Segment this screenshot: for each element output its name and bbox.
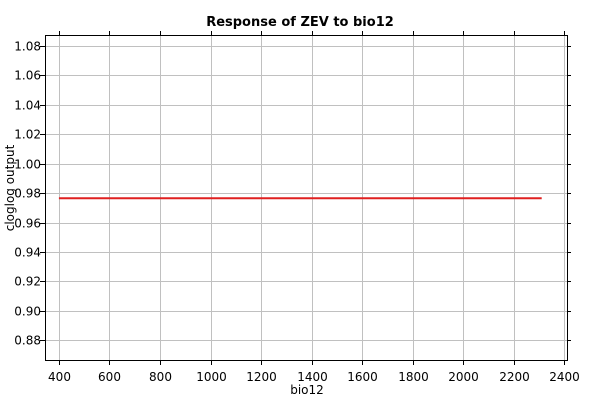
x-tick-label: 800 <box>149 370 172 384</box>
x-tick-label: 1400 <box>297 370 328 384</box>
y-tick-label: 1.06 <box>14 69 41 83</box>
y-tick-label: 1.08 <box>14 40 41 54</box>
y-tick-label: 0.94 <box>14 246 41 260</box>
y-tick-label: 0.90 <box>14 305 41 319</box>
y-axis-label: cloglog output <box>3 144 17 231</box>
x-axis-label: bio12 <box>290 383 324 397</box>
x-tick-label: 2400 <box>549 370 580 384</box>
x-tick-label: 2200 <box>499 370 530 384</box>
y-ticks: 0.88 0.90 0.92 0.94 0.96 0.98 1.00 1.02 1.04 1.06… <box>14 40 571 348</box>
y-tick-label: 0.96 <box>14 217 41 231</box>
x-tick-label: 1800 <box>398 370 429 384</box>
y-tick-label: 1.04 <box>14 99 41 113</box>
x-tick-label: 1000 <box>196 370 227 384</box>
x-tick-label: 1600 <box>347 370 378 384</box>
x-tick-label: 1200 <box>246 370 277 384</box>
x-tick-label: 2000 <box>448 370 479 384</box>
y-tick-label: 0.92 <box>14 275 41 289</box>
x-tick-label: 400 <box>48 370 71 384</box>
y-tick-label: 0.98 <box>14 187 41 201</box>
x-ticks: 400 600 800 1000 1200 1400 1600 1800 2000 2200 240… <box>48 31 580 384</box>
y-tick-label: 1.02 <box>14 128 41 142</box>
y-tick-label: 1.00 <box>14 158 41 172</box>
axes <box>45 35 568 361</box>
x-tick-label: 600 <box>98 370 121 384</box>
plot-frame <box>45 35 568 361</box>
chart-title: Response of ZEV to bio12 <box>206 15 394 30</box>
y-tick-label: 0.88 <box>14 334 41 348</box>
